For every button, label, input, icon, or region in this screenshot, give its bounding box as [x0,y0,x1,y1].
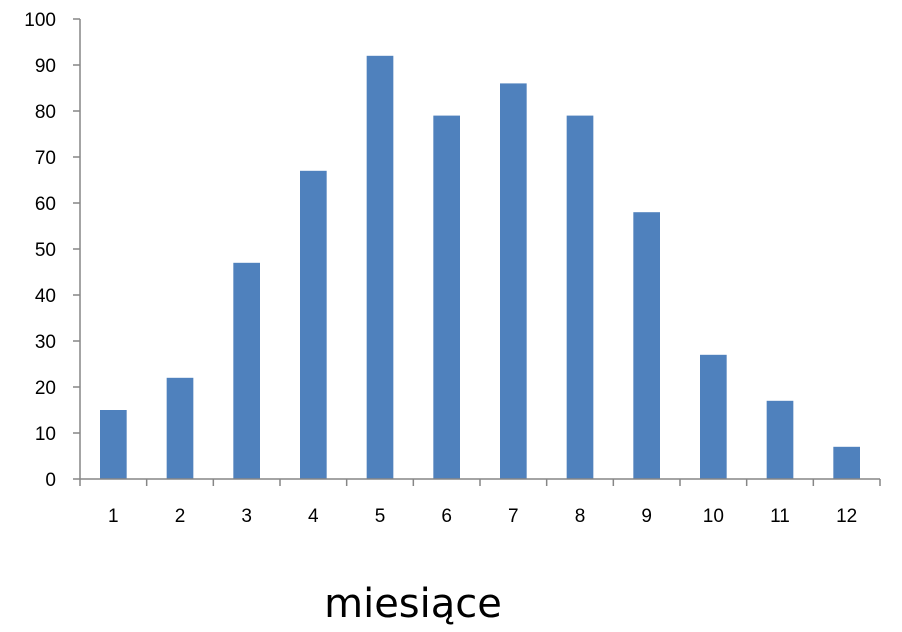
x-tick-label: 11 [770,506,790,527]
x-tick-label: 12 [836,506,857,527]
bar-2 [166,377,194,479]
y-tick-label: 100 [24,10,56,31]
bar-11 [766,400,794,479]
bar-10 [700,354,727,479]
bar-8 [566,115,594,479]
bar-5 [366,55,394,480]
x-tick-label: 5 [375,506,386,527]
y-tick-label: 80 [35,102,56,123]
x-tick-label: 9 [641,506,652,527]
bars-group [100,55,860,480]
bar-6 [433,115,460,479]
axes-group [73,18,881,486]
y-tick-label: 70 [35,148,56,169]
bar-9 [633,212,660,479]
y-tick-label: 30 [35,332,56,353]
y-tick-label: 50 [35,240,56,261]
y-tick-label: 0 [45,470,56,491]
bar-3 [233,262,260,479]
y-tick-labels: 0 10 20 30 40 50 60 70 80 90 100 [24,10,56,491]
bar-7 [500,83,527,480]
x-tick-label: 10 [703,506,724,527]
y-tick-label: 40 [35,286,56,307]
x-tick-label: 3 [241,506,252,527]
y-tick-label: 60 [35,194,56,215]
y-tick-label: 90 [35,56,56,77]
x-tick-label: 7 [508,506,519,527]
x-tick-label: 8 [575,506,586,527]
y-tick-label: 20 [35,378,56,399]
y-tick-label: 10 [35,424,56,445]
bar-4 [300,170,327,480]
x-tick-label: 1 [108,506,119,527]
x-tick-label: 4 [308,506,319,527]
bar-1 [100,410,127,479]
bar-12 [833,446,860,479]
x-tick-label: 6 [441,506,452,527]
x-tick-label: 2 [175,506,186,527]
x-axis-title: miesiące [324,581,502,627]
x-tick-labels: 1 2 3 4 5 6 7 8 9 10 11 12 [108,506,857,527]
